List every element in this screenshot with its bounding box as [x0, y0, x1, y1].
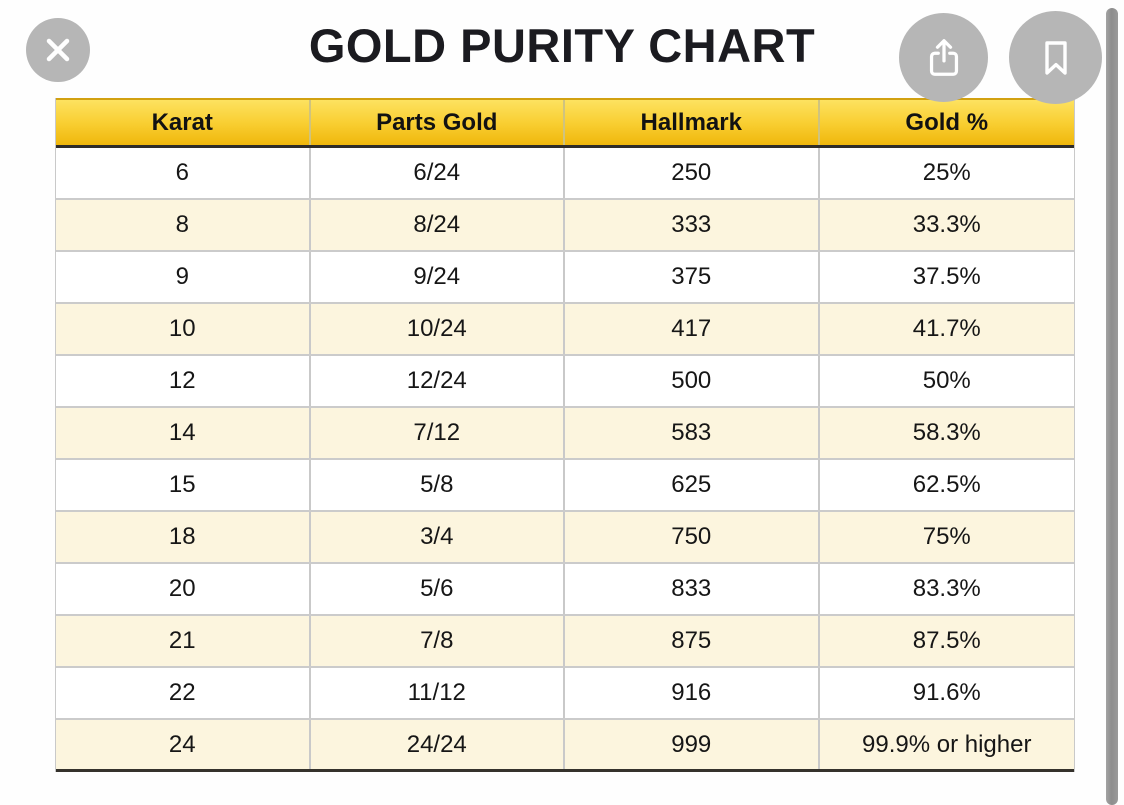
table-cell: 87.5% [912, 627, 981, 654]
table-cell: 7/12 [311, 408, 565, 458]
table-cell: 24/24 [311, 720, 565, 769]
table-row: 18 3/4 750 75% [56, 512, 1074, 564]
page-title: GOLD PURITY CHART [308, 19, 816, 72]
table-cell: 417 [565, 304, 820, 354]
table-cell: 11/12 [311, 668, 565, 718]
table-body: 6 6/24 250 25% 8 8/24 333 33.3% 9 9/24 375 37.5% 10 1… [56, 148, 1074, 772]
table-cell: 583 [565, 408, 820, 458]
table-cell: 12/24 [311, 356, 565, 406]
table-cell: 18 [56, 512, 311, 562]
table-cell: 750 [565, 512, 820, 562]
table-cell: 33.3% [912, 211, 981, 238]
column-header-karat: Karat [56, 100, 311, 145]
table-cell: 625 [565, 460, 820, 510]
table-cell: 6/24 [311, 148, 565, 198]
table-row: 21 7/8 875 87.5% [56, 616, 1074, 668]
table-cell: 5/6 [311, 564, 565, 614]
close-button[interactable] [26, 18, 90, 82]
share-button[interactable] [899, 13, 988, 102]
scrollbar[interactable] [1106, 8, 1118, 805]
table-cell: 9/24 [311, 252, 565, 302]
table-cell: 10 [56, 304, 311, 354]
table-cell: 8/24 [311, 200, 565, 250]
close-icon [42, 34, 74, 66]
table-cell: 999 [565, 720, 820, 769]
table-cell: 37.5% [912, 263, 981, 290]
table-row: 10 10/24 417 41.7% [56, 304, 1074, 356]
table-row: 8 8/24 333 33.3% [56, 200, 1074, 252]
table-cell: 75% [922, 523, 971, 550]
table-cell: 58.3% [912, 419, 981, 446]
table-cell: 20 [56, 564, 311, 614]
table-cell: 916 [565, 668, 820, 718]
table-cell: 875 [565, 616, 820, 666]
table-cell: 83.3% [912, 575, 981, 602]
table-row: 12 12/24 500 50% [56, 356, 1074, 408]
table-cell: 7/8 [311, 616, 565, 666]
table-cell: 333 [565, 200, 820, 250]
column-header-parts-gold: Parts Gold [311, 100, 565, 145]
table-cell: 99.9% or higher [862, 730, 1032, 758]
table-row: 6 6/24 250 25% [56, 148, 1074, 200]
table-row: 15 5/8 625 62.5% [56, 460, 1074, 512]
table-cell: 12 [56, 356, 311, 406]
table-cell: 22 [56, 668, 311, 718]
table-cell: 10/24 [311, 304, 565, 354]
table-cell: 62.5% [912, 471, 981, 498]
column-header-gold-pct: Gold % [905, 108, 989, 136]
table-cell: 500 [565, 356, 820, 406]
share-icon [921, 35, 967, 81]
table-cell: 50% [922, 367, 971, 394]
table-row: 22 11/12 916 91.6% [56, 668, 1074, 720]
column-header-hallmark: Hallmark [565, 100, 820, 145]
table-cell: 91.6% [912, 679, 981, 706]
table-cell: 24 [56, 720, 311, 769]
table-header-row: Karat Parts Gold Hallmark Gold % [56, 98, 1074, 148]
table-cell: 9 [56, 252, 311, 302]
table-cell: 14 [56, 408, 311, 458]
bookmark-icon [1032, 34, 1080, 82]
table-row: 14 7/12 583 58.3% [56, 408, 1074, 460]
table-row: 9 9/24 375 37.5% [56, 252, 1074, 304]
bookmark-button[interactable] [1009, 11, 1102, 104]
table-cell: 5/8 [311, 460, 565, 510]
table-cell: 25% [922, 159, 971, 186]
table-cell: 8 [56, 200, 311, 250]
table-cell: 375 [565, 252, 820, 302]
table-cell: 21 [56, 616, 311, 666]
table-cell: 833 [565, 564, 820, 614]
table-cell: 15 [56, 460, 311, 510]
table-cell: 41.7% [912, 315, 981, 342]
table-cell: 6 [56, 148, 311, 198]
table-cell: 250 [565, 148, 820, 198]
table-row: 24 24/24 999 99.9% or higher [56, 720, 1074, 772]
table-cell: 3/4 [311, 512, 565, 562]
table-row: 20 5/6 833 83.3% [56, 564, 1074, 616]
gold-purity-table: Karat Parts Gold Hallmark Gold % 6 6/24 25… [55, 98, 1075, 772]
